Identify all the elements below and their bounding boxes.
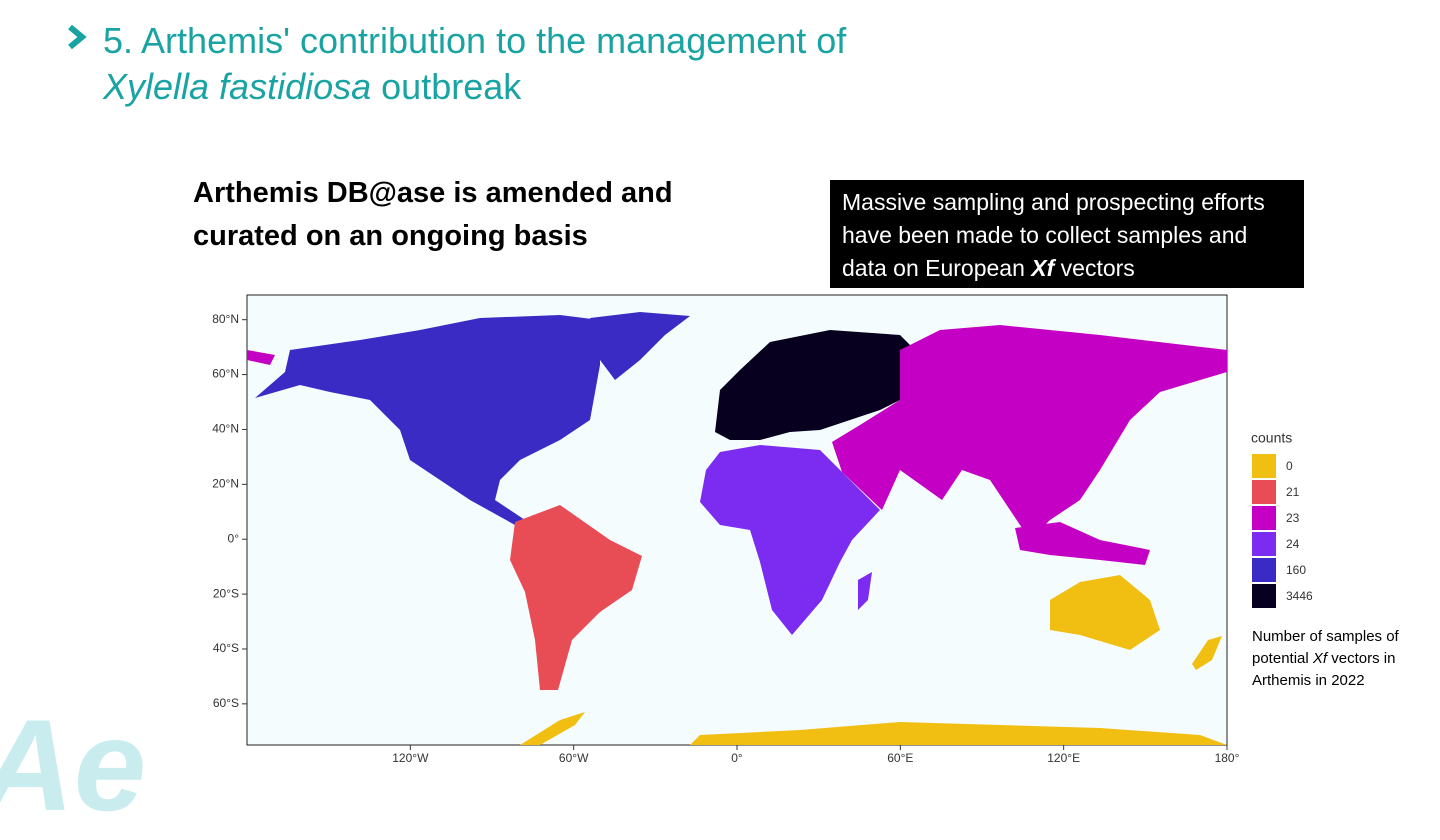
legend-swatch xyxy=(1252,506,1276,530)
title-line: Xylella fastidiosa outbreak xyxy=(103,64,846,110)
y-tick-label: 20°S xyxy=(213,586,239,600)
y-tick-label: 20°N xyxy=(212,477,239,491)
region xyxy=(520,712,585,745)
caption-italic: Xf xyxy=(1312,650,1328,667)
legend-label: 21 xyxy=(1286,485,1300,499)
heading: Arthemis DB@ase is amended and curated o… xyxy=(193,177,673,252)
callout-rest: vectors xyxy=(1060,255,1135,281)
region xyxy=(858,572,872,610)
legend-swatch xyxy=(1252,454,1276,478)
x-tick-label: 60°E xyxy=(887,751,913,765)
slide-title: 5. Arthemis' contribution to the managem… xyxy=(103,18,846,110)
y-tick-label: 80°N xyxy=(212,312,239,326)
region xyxy=(510,505,642,690)
region xyxy=(255,315,600,525)
x-tick-label: 120°E xyxy=(1047,751,1080,765)
legend-label: 24 xyxy=(1286,537,1300,551)
legend-swatch xyxy=(1252,480,1276,504)
region xyxy=(690,722,1227,745)
legend-title: counts xyxy=(1251,430,1292,446)
x-tick-label: 0° xyxy=(731,751,743,765)
region xyxy=(700,445,880,635)
region xyxy=(832,325,1227,540)
x-tick-label: 180° xyxy=(1215,751,1240,765)
y-tick-label: 40°N xyxy=(212,422,239,436)
x-tick-label: 60°W xyxy=(559,751,589,765)
region xyxy=(590,312,690,380)
region xyxy=(1050,575,1160,650)
legend-swatch xyxy=(1252,532,1276,556)
legend-label: 0 xyxy=(1286,459,1293,473)
caption-rest: vectors in Arthemis in 2022 xyxy=(1252,650,1396,689)
title-italic: Xylella fastidiosa xyxy=(103,66,372,107)
caption: Number of samples of potential Xf vector… xyxy=(1252,626,1412,692)
legend-swatch xyxy=(1252,558,1276,582)
x-tick-label: 120°W xyxy=(392,751,429,765)
slide: Ae 5. Arthemis' contribution to the mana… xyxy=(0,18,1412,838)
region xyxy=(247,350,275,365)
y-tick-label: 60°N xyxy=(212,367,239,381)
map: counts 120°W 60°W 0° 60°E 120°E 180° 80°N 60°N 4… xyxy=(212,294,1313,765)
region xyxy=(715,330,915,440)
y-tick-label: 0° xyxy=(228,531,240,545)
chevron-icon xyxy=(68,24,87,50)
legend-label: 160 xyxy=(1286,563,1306,577)
region xyxy=(1015,522,1150,565)
legend-label: 23 xyxy=(1286,511,1300,525)
callout-text: Massive sampling and prospecting efforts… xyxy=(842,189,1265,281)
y-tick-label: 40°S xyxy=(213,641,239,655)
legend-label: 3446 xyxy=(1286,589,1313,603)
callout-italic: Xf xyxy=(1031,255,1055,281)
title-line: 5. Arthemis' contribution to the managem… xyxy=(103,20,847,61)
callout: Massive sampling and prospecting efforts… xyxy=(830,180,1304,288)
title-rest: outbreak xyxy=(381,66,522,107)
legend-swatch xyxy=(1252,584,1276,608)
y-tick-label: 60°S xyxy=(213,696,239,710)
caption-text: Number of samples of potential xyxy=(1252,628,1399,667)
region xyxy=(1192,636,1222,670)
